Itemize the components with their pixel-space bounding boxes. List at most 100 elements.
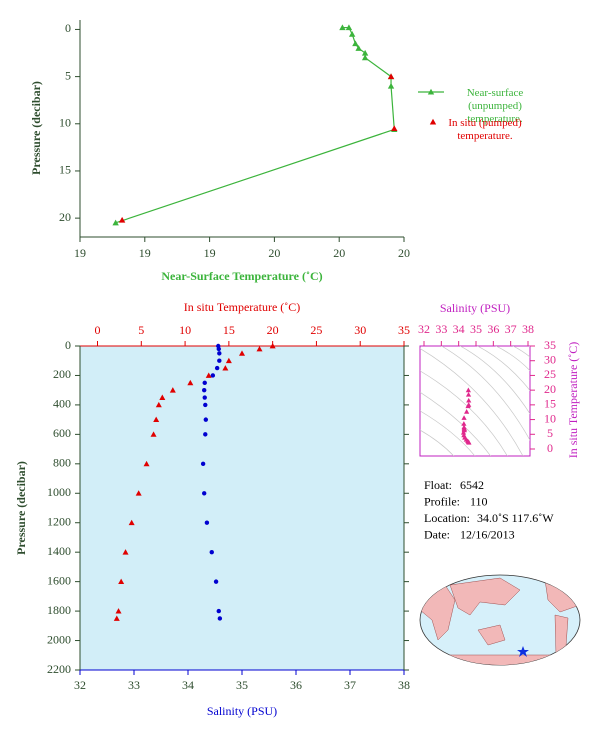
info-label: Profile: <box>424 494 460 508</box>
data-point <box>202 380 207 386</box>
data-point <box>216 346 221 352</box>
x-tick-label: 20 <box>268 246 280 260</box>
data-point <box>339 24 346 31</box>
x2-tick-label: 10 <box>179 323 191 337</box>
ts-point <box>466 397 472 403</box>
x2-tick-label: 0 <box>95 323 101 337</box>
data-point <box>239 350 245 356</box>
data-point <box>204 520 210 525</box>
data-point <box>203 432 208 437</box>
y-tick-label: 1400 <box>47 544 71 558</box>
data-point <box>345 24 353 31</box>
info-value: 6542 <box>460 478 484 492</box>
y-tick-label: 20 <box>59 210 71 224</box>
ts-point <box>464 409 470 414</box>
plot-background <box>80 346 404 670</box>
ts-point <box>465 403 471 409</box>
x-axis-label: Salinity (PSU) <box>207 704 277 718</box>
data-point <box>203 402 208 408</box>
info-row: Profile: 110 <box>424 494 488 508</box>
data-point <box>216 608 221 614</box>
data-point <box>200 461 206 467</box>
info-value: 12/16/2013 <box>460 527 515 541</box>
data-point <box>213 579 219 584</box>
data-point <box>202 395 207 400</box>
data-point <box>135 490 142 496</box>
x-tick-label: 33 <box>435 322 447 336</box>
data-point <box>187 379 194 386</box>
data-point <box>214 365 220 371</box>
y-tick-label: 200 <box>53 367 71 381</box>
data-point <box>169 387 176 393</box>
y-tick-label: 10 <box>59 116 71 130</box>
info-row: Location: 34.0˚S 117.6˚W <box>424 511 554 525</box>
y-tick-label: 25 <box>544 367 556 381</box>
x-tick-label: 20 <box>333 246 345 260</box>
inset-x-label: Salinity (PSU) <box>440 301 510 315</box>
x-tick-label: 37 <box>505 322 517 336</box>
data-point <box>269 343 276 349</box>
data-point <box>361 49 369 56</box>
y-tick-label: 400 <box>53 397 71 411</box>
data-point <box>118 578 125 585</box>
x-tick-label: 34 <box>182 678 194 692</box>
x-tick-label: 36 <box>290 678 302 692</box>
y-tick-label: 2200 <box>47 662 71 676</box>
x-tick-label: 38 <box>522 322 534 336</box>
float-location <box>517 646 529 657</box>
info-label: Date: <box>424 527 450 541</box>
series-line <box>115 26 395 224</box>
legend-swatch <box>429 118 437 125</box>
x-tick-label: 20 <box>398 246 410 260</box>
x-tick-label: 19 <box>74 246 86 260</box>
y-tick-label: 1600 <box>47 573 71 587</box>
x-tick-label: 37 <box>344 678 356 692</box>
y-tick-label: 0 <box>547 441 553 455</box>
x-tick-label: 34 <box>453 322 465 336</box>
y-tick-label: 0 <box>65 338 71 352</box>
data-point <box>155 401 162 408</box>
x-tick-label: 32 <box>418 322 430 336</box>
data-point <box>361 54 369 61</box>
data-point <box>150 431 157 437</box>
y-tick-label: 1000 <box>47 485 71 499</box>
ts-point <box>465 387 471 393</box>
x-tick-label: 33 <box>128 678 140 692</box>
legend-label: In situ (pumped) temperature. <box>448 117 522 142</box>
info-row: Float: 6542 <box>424 478 484 492</box>
data-point <box>128 519 135 526</box>
x-tick-label: 19 <box>139 246 151 260</box>
info-value: 34.0˚S 117.6˚W <box>477 511 554 525</box>
data-point <box>352 40 359 47</box>
data-point <box>202 387 207 393</box>
y-tick-label: 30 <box>544 352 556 366</box>
data-point <box>159 394 166 400</box>
data-point <box>355 45 362 51</box>
x-tick-label: 36 <box>487 322 499 336</box>
y-tick-label: 35 <box>544 338 556 352</box>
x-tick-label: 32 <box>74 678 86 692</box>
x2-tick-label: 20 <box>267 323 279 337</box>
data-point <box>217 358 222 363</box>
y-tick-label: 15 <box>59 163 71 177</box>
data-point <box>115 608 122 614</box>
data-point <box>222 365 229 371</box>
data-point <box>348 30 356 37</box>
data-point <box>210 373 216 378</box>
y-tick-label: 5 <box>65 68 71 82</box>
legend-label: Near-surface (unpumped) temperature. <box>466 87 524 125</box>
data-point <box>153 416 160 423</box>
y-tick-label: 1200 <box>47 514 71 528</box>
data-point <box>205 372 212 378</box>
x2-axis-label: In situ Temperature (˚C) <box>184 300 301 314</box>
y-tick-label: 2000 <box>47 632 71 646</box>
y-tick-label: 600 <box>53 426 71 440</box>
info-value: 110 <box>470 494 488 508</box>
data-point <box>209 549 214 555</box>
info-label: Float: <box>424 478 452 492</box>
data-point <box>202 491 207 496</box>
y-axis-label: Pressure (decibar) <box>14 461 28 555</box>
